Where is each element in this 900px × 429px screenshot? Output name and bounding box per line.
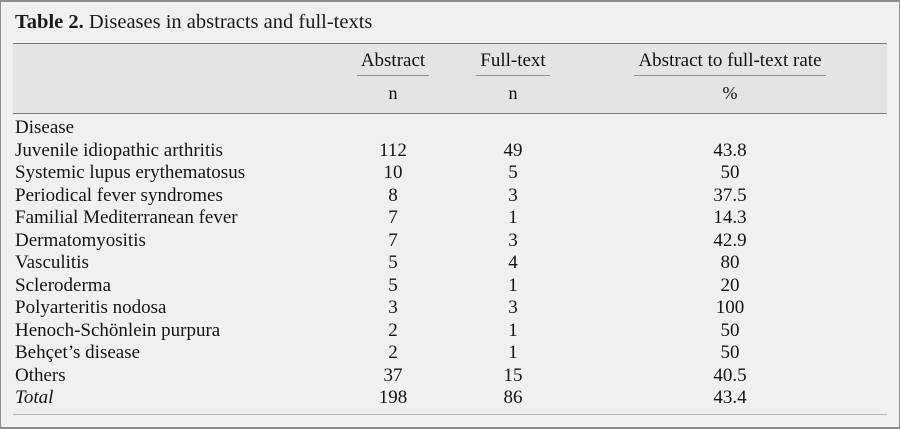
table-caption: Table 2. Diseases in abstracts and full-…: [1, 2, 899, 43]
cell-rate-percent: 50: [720, 342, 740, 363]
cell-disease-label: Systemic lupus erythematosus: [15, 162, 246, 183]
table-row: Juvenile idiopathic arthritis 112 49 43.8: [13, 140, 887, 163]
header-cell-rate-label: Abstract to full-text rate: [634, 50, 826, 76]
cell-abstract-count: 2: [388, 319, 398, 341]
cell-disease-label: Vasculitis: [15, 252, 89, 273]
cell-disease-label: Periodical fever syndromes: [15, 184, 223, 206]
table-header-row-units: n n %: [13, 80, 887, 112]
cell-abstract-count: 37: [383, 364, 403, 386]
table-row-total: Total 198 86 43.4: [13, 387, 887, 410]
table-row: Polyarteritis nodosa 3 3 100: [13, 297, 887, 320]
table-row: Scleroderma 5 1 20: [13, 275, 887, 298]
table-row: Systemic lupus erythematosus 10 5 50: [13, 162, 887, 185]
cell-abstract-count: 7: [388, 229, 398, 251]
cell-rate-percent: 14.3: [713, 207, 747, 228]
cell-rate-percent: 50: [720, 319, 740, 341]
cell-rate-percent: 43.4: [713, 387, 747, 408]
table-body: Disease Juvenile idiopathic arthritis 112 4…: [13, 114, 887, 410]
header-cell-fulltext-label: Full-text: [476, 50, 550, 76]
cell-fulltext-count: 1: [508, 207, 518, 228]
cell-rate-percent: [573, 117, 887, 140]
cell-disease-label: Familial Mediterranean fever: [15, 207, 238, 228]
header-cell-abstract: Abstract: [333, 44, 453, 80]
cell-fulltext-count: 3: [508, 297, 518, 318]
cell-rate-percent: 20: [720, 274, 740, 296]
cell-rate-percent: 100: [715, 297, 745, 318]
table-row: Behçet’s disease 2 1 50: [13, 342, 887, 365]
cell-disease-label: Behçet’s disease: [15, 342, 141, 363]
table-row-group-header: Disease: [13, 117, 887, 140]
table-caption-label: Table 2.: [15, 11, 84, 33]
cell-disease-label: Total: [15, 387, 54, 408]
cell-abstract-count: 10: [383, 162, 403, 183]
table-row: Dermatomyositis 7 3 42.9: [13, 230, 887, 253]
table-header-band: Abstract Full-text Abstract to full-text…: [13, 43, 887, 114]
header-unit-blank: [13, 80, 333, 112]
cell-abstract-count: 5: [388, 274, 398, 296]
header-unit-rate: %: [722, 83, 738, 103]
cell-rate-percent: 42.9: [713, 229, 747, 251]
cell-fulltext-count: 3: [508, 229, 518, 251]
cell-abstract-count: 112: [379, 139, 407, 161]
cell-fulltext-count: 1: [508, 319, 518, 341]
cell-disease-label: Juvenile idiopathic arthritis: [15, 139, 223, 161]
header-cell-rate: Abstract to full-text rate: [573, 44, 887, 80]
cell-rate-percent: 37.5: [713, 184, 747, 206]
cell-disease-label: Polyarteritis nodosa: [15, 297, 167, 318]
cell-abstract-count: 5: [388, 252, 398, 273]
cell-rate-percent: 80: [720, 252, 740, 273]
cell-abstract-count: [333, 117, 453, 140]
cell-abstract-count: 3: [388, 297, 398, 318]
cell-disease-label: Dermatomyositis: [15, 229, 146, 251]
cell-fulltext-count: 15: [503, 364, 523, 386]
table-row: Henoch-Schönlein purpura 2 1 50: [13, 320, 887, 343]
cell-abstract-count: 198: [378, 387, 408, 408]
header-cell-blank: [13, 44, 333, 80]
table-caption-text: Diseases in abstracts and full-texts: [83, 11, 373, 33]
header-unit-fulltext: n: [508, 83, 518, 103]
table-bottom-rule: [13, 413, 887, 415]
cell-rate-percent: 43.8: [713, 139, 747, 161]
cell-rate-percent: 40.5: [713, 364, 747, 386]
table-row: Vasculitis 5 4 80: [13, 252, 887, 275]
cell-disease-label: Disease: [15, 117, 75, 138]
header-cell-abstract-label: Abstract: [356, 50, 430, 76]
cell-fulltext-count: 86: [503, 387, 523, 408]
cell-fulltext-count: 49: [503, 139, 523, 161]
cell-abstract-count: 2: [388, 342, 398, 363]
header-cell-fulltext: Full-text: [453, 44, 573, 80]
cell-fulltext-count: 4: [508, 252, 518, 273]
cell-fulltext-count: [453, 117, 573, 140]
cell-disease-label: Henoch-Schönlein purpura: [15, 319, 221, 341]
cell-fulltext-count: 3: [508, 184, 518, 206]
table-row: Familial Mediterranean fever 7 1 14.3: [13, 207, 887, 230]
table-row: Periodical fever syndromes 8 3 37.5: [13, 185, 887, 208]
cell-abstract-count: 8: [388, 184, 398, 206]
cell-disease-label: Scleroderma: [15, 274, 112, 296]
table-row: Others 37 15 40.5: [13, 365, 887, 388]
cell-fulltext-count: 5: [508, 162, 518, 183]
cell-rate-percent: 50: [720, 162, 740, 183]
cell-disease-label: Others: [15, 364, 66, 386]
cell-fulltext-count: 1: [508, 274, 518, 296]
cell-abstract-count: 7: [388, 207, 398, 228]
table-header-row-primary: Abstract Full-text Abstract to full-text…: [13, 44, 887, 80]
header-unit-abstract: n: [388, 83, 398, 103]
cell-fulltext-count: 1: [508, 342, 518, 363]
